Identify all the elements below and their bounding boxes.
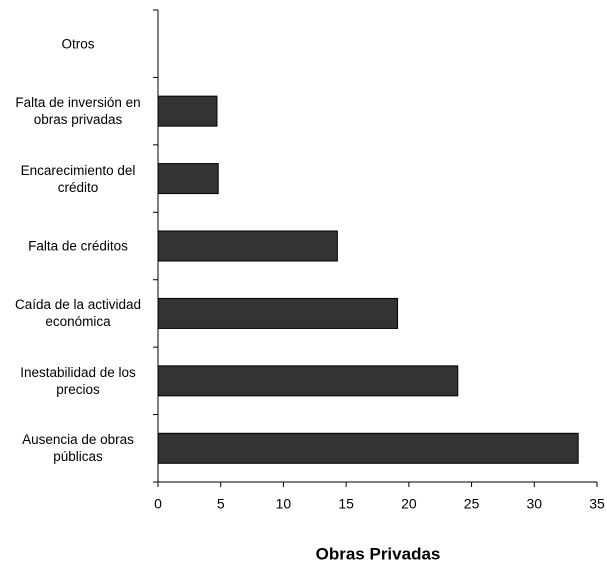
bar xyxy=(157,432,579,464)
x-axis-title: Obras Privadas xyxy=(316,544,441,563)
y-tick-label: Otros xyxy=(61,36,95,52)
x-tick-label: 5 xyxy=(217,496,225,512)
y-tick-label: Ausencia de obras públicas xyxy=(22,432,134,465)
x-tick-label: 25 xyxy=(464,496,480,512)
x-tick-label: 15 xyxy=(338,496,354,512)
y-tick-label: Encarecimiento del crédito xyxy=(20,162,136,195)
bar xyxy=(157,163,219,195)
y-tick-label: Falta de créditos xyxy=(28,238,128,254)
x-tick-label: 30 xyxy=(526,496,542,512)
bar xyxy=(157,230,338,262)
bar xyxy=(157,365,459,397)
bar xyxy=(157,297,399,329)
x-tick-label: 0 xyxy=(154,496,162,512)
x-tick-label: 20 xyxy=(401,496,417,512)
bar xyxy=(157,95,218,127)
y-tick-label: Caída de la actividad económica xyxy=(14,297,142,330)
x-tick-label: 35 xyxy=(589,496,605,512)
y-tick-label: Falta de inversión en obras privadas xyxy=(15,95,141,128)
x-tick-label: 10 xyxy=(276,496,292,512)
y-tick-label: Inestabilidad de los precios xyxy=(20,364,136,397)
